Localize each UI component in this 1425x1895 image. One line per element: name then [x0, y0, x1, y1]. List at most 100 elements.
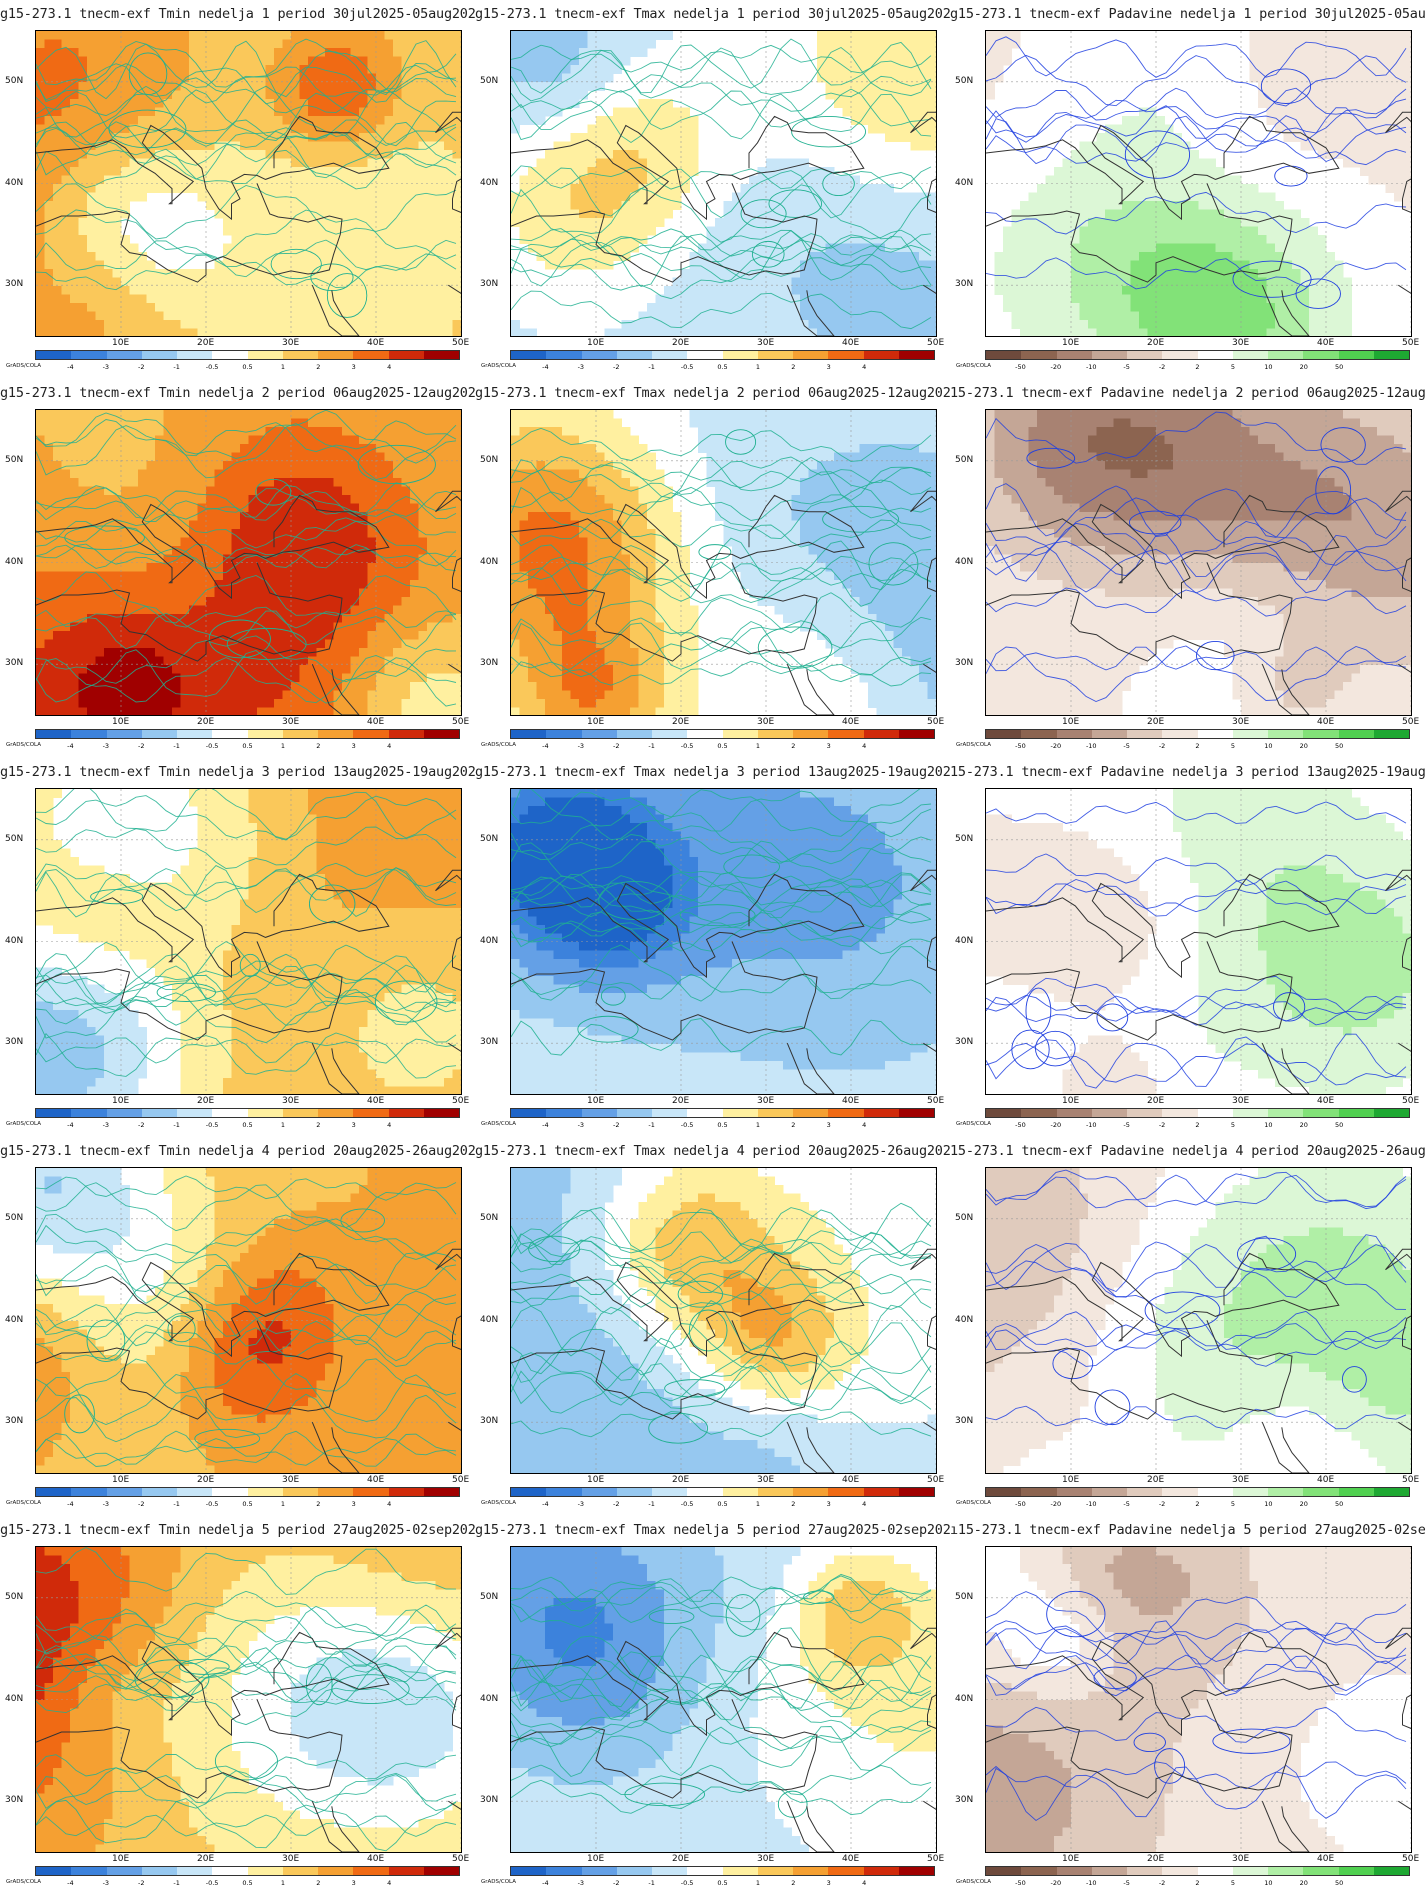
map-panel: g15-273.1 tnecm-exf Tmax nedelja 2 perio…	[475, 379, 950, 758]
colorbar-swatch	[1091, 1488, 1127, 1496]
map-frame	[35, 30, 462, 337]
grads-credit: GrADS/COLA	[481, 1121, 516, 1127]
colorbar-swatch	[212, 1867, 248, 1875]
colorbar-tick-label: -3	[103, 1121, 109, 1129]
colorbar-tick-label: 0.5	[242, 1879, 252, 1887]
colorbar-tick-label: -4	[67, 1879, 73, 1887]
colorbar-swatch	[1162, 1867, 1198, 1875]
map-panel: g15-273.1 tnecm-exf Tmin nedelja 3 perio…	[0, 758, 475, 1137]
lat-label: 30N	[5, 1795, 33, 1805]
map-panel: g15-273.1 tnecm-exf Tmin nedelja 5 perio…	[0, 1516, 475, 1895]
colorbar-swatch	[423, 730, 459, 738]
colorbar-swatch	[757, 351, 793, 359]
colorbar-tick-label: -2	[613, 363, 619, 371]
colorbar-swatch	[898, 1109, 934, 1117]
lon-label: 40E	[367, 717, 384, 727]
grads-credit: GrADS/COLA	[6, 1500, 41, 1506]
lon-label: 20E	[1147, 1854, 1164, 1864]
colorbar	[510, 1487, 935, 1497]
colorbar-swatch	[581, 1488, 617, 1496]
colorbar-swatch	[1268, 1109, 1304, 1117]
colorbar-swatch	[1373, 1109, 1409, 1117]
colorbar-tick-label: 1	[281, 1121, 285, 1129]
anomaly-field	[511, 410, 936, 715]
colorbar-tick-label: 4	[862, 1500, 866, 1508]
colorbar-tick-label: 10	[1264, 1500, 1272, 1508]
colorbar-swatch	[1197, 1867, 1233, 1875]
colorbar-swatch	[722, 730, 758, 738]
coastlines	[36, 1627, 461, 1852]
map-frame	[985, 409, 1412, 716]
colorbar-tick-label: -2	[138, 363, 144, 371]
panel-title: g15-273.1 tnecm-exf Tmax nedelja 1 perio…	[475, 6, 950, 28]
contour-lines	[986, 801, 1407, 1089]
colorbar-swatch	[1232, 1109, 1268, 1117]
lat-label: 30N	[5, 658, 33, 668]
colorbar-swatch	[1021, 351, 1057, 359]
colorbar-swatch	[898, 351, 934, 359]
colorbar-swatch	[1268, 1867, 1304, 1875]
colorbar-tick-label: -50	[1015, 742, 1026, 750]
colorbar-swatch	[1338, 1488, 1374, 1496]
contour-lines	[511, 38, 932, 330]
grads-credit: GrADS/COLA	[956, 1879, 991, 1885]
colorbar-tick-label: 3	[352, 363, 356, 371]
colorbar-tick-label: 50	[1335, 1500, 1343, 1508]
lon-label: 50E	[927, 1475, 944, 1485]
colorbar-tick-label: 4	[387, 1879, 391, 1887]
lat-label: 30N	[480, 1037, 508, 1047]
colorbar-labels: -50 -20 -10 -5 -2 2 5 10 20 50	[985, 1500, 1410, 1510]
lat-label: 30N	[5, 1416, 33, 1426]
grads-credit: GrADS/COLA	[481, 363, 516, 369]
colorbar-swatch	[757, 1488, 793, 1496]
lon-label: 40E	[842, 338, 859, 348]
lat-label: 40N	[480, 178, 508, 188]
colorbar-swatch	[353, 1488, 389, 1496]
lon-label: 50E	[452, 1096, 469, 1106]
colorbar-tick-label: 2	[791, 742, 795, 750]
colorbar-swatch	[1338, 1109, 1374, 1117]
colorbar-labels: -4 -3 -2 -1 -0.5 0.5 1 2 3 4	[510, 742, 935, 752]
colorbar-tick-label: 50	[1335, 1879, 1343, 1887]
lon-label: 40E	[367, 1475, 384, 1485]
colorbar-swatch	[511, 1488, 547, 1496]
colorbar-swatch	[1373, 730, 1409, 738]
colorbar-swatch	[1021, 1867, 1057, 1875]
lon-label: 30E	[757, 338, 774, 348]
colorbar-tick-label: 20	[1300, 363, 1308, 371]
colorbar-swatch	[388, 351, 424, 359]
colorbar-swatch	[106, 1109, 142, 1117]
colorbar	[510, 1108, 935, 1118]
colorbar-swatch	[1127, 1867, 1163, 1875]
colorbar-tick-label: 4	[862, 1121, 866, 1129]
colorbar-swatch	[616, 1109, 652, 1117]
anomaly-map	[986, 410, 1411, 715]
colorbar-tick-label: -0.5	[681, 742, 694, 750]
lon-label: 20E	[1147, 338, 1164, 348]
anomaly-map	[36, 789, 461, 1094]
colorbar-tick-label: 2	[1195, 1500, 1199, 1508]
colorbar-tick-label: -1	[648, 363, 654, 371]
grads-credit: GrADS/COLA	[481, 742, 516, 748]
colorbar-tick-label: 4	[387, 363, 391, 371]
colorbar-tick-label: -3	[103, 742, 109, 750]
anomaly-field	[986, 31, 1411, 336]
colorbar-tick-label: -3	[103, 1500, 109, 1508]
colorbar-tick-label: -2	[1159, 1500, 1165, 1508]
colorbar-swatch	[141, 1109, 177, 1117]
colorbar-swatch	[687, 1867, 723, 1875]
lat-label: 50N	[5, 834, 33, 844]
colorbar-tick-label: 1	[756, 1121, 760, 1129]
colorbar-tick-label: 4	[862, 363, 866, 371]
anomaly-map	[36, 1168, 461, 1473]
lat-label: 30N	[955, 1037, 983, 1047]
colorbar-labels: -50 -20 -10 -5 -2 2 5 10 20 50	[985, 1121, 1410, 1131]
lat-label: 30N	[955, 1416, 983, 1426]
colorbar-tick-label: -0.5	[681, 1500, 694, 1508]
colorbar-swatch	[423, 1867, 459, 1875]
colorbar-swatch	[247, 730, 283, 738]
colorbar-swatch	[353, 1109, 389, 1117]
colorbar-swatch	[722, 1867, 758, 1875]
colorbar-swatch	[1056, 730, 1092, 738]
colorbar-tick-label: 4	[387, 1500, 391, 1508]
